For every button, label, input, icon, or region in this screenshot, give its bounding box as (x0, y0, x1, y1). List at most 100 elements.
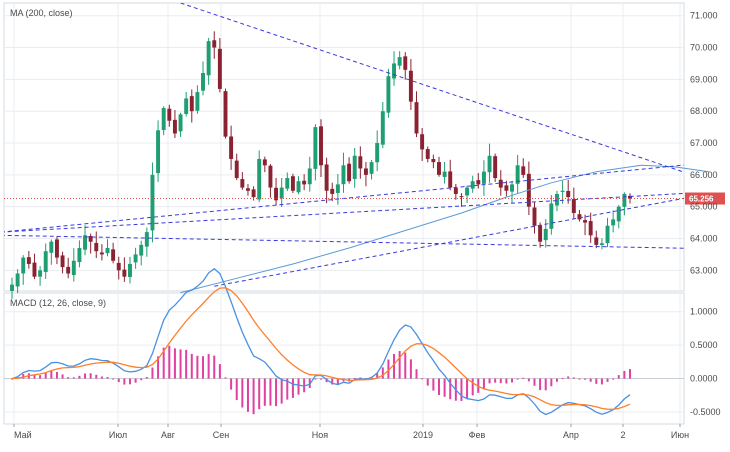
macd-histogram-bar (511, 378, 514, 383)
candle-body (38, 270, 43, 277)
candle-body (223, 91, 228, 137)
candle-body (532, 207, 537, 226)
candle-body (476, 180, 481, 185)
macd-histogram-bar (297, 378, 300, 395)
candle-body (583, 220, 588, 223)
macd-histogram-bar (499, 378, 502, 384)
macd-histogram-bar (471, 378, 474, 396)
candle-body (268, 165, 273, 188)
candle-body (498, 179, 503, 188)
candle-body (212, 40, 217, 48)
last-price-tag (685, 192, 725, 205)
candle-body (66, 266, 71, 274)
macd-histogram-bar (600, 378, 603, 385)
candle-body (521, 166, 526, 175)
candle-body (99, 252, 104, 255)
candle-body (341, 165, 346, 185)
price-axis-tick-label: 65.000 (690, 202, 718, 212)
macd-histogram-bar (95, 374, 98, 379)
macd-histogram-bar (584, 378, 587, 380)
candle-body (195, 92, 200, 111)
price-axis-tick-label: 71.000 (690, 11, 718, 21)
candle-body (352, 155, 357, 179)
macd-histogram-bar (123, 378, 126, 385)
candle-body (161, 108, 166, 131)
macd-histogram-bar (482, 378, 485, 389)
macd-histogram-bar (387, 359, 390, 379)
candle-body (26, 257, 31, 264)
macd-histogram-bar (246, 378, 249, 412)
candle-body (10, 284, 14, 291)
price-axis-tick-label: 68.000 (690, 106, 718, 116)
candle-body (319, 126, 323, 166)
macd-histogram-bar (426, 378, 429, 386)
macd-histogram-bar (460, 378, 463, 401)
macd-histogram-bar (488, 378, 491, 384)
candle-body (133, 254, 138, 263)
candle-body (15, 273, 20, 287)
macd-histogram-bar (173, 348, 176, 379)
price-pane-legend: MA (200, close) (10, 8, 73, 18)
candle-body (358, 156, 363, 169)
candle-body (217, 48, 222, 89)
macd-histogram-bar (516, 378, 519, 380)
candle-body (437, 162, 441, 175)
macd-histogram-bar (241, 378, 244, 408)
candle-body (240, 179, 245, 188)
macd-histogram-bar (505, 378, 508, 384)
candle-body (178, 114, 183, 132)
trendline (4, 192, 684, 233)
macd-histogram-bar (617, 375, 620, 379)
candle-body (116, 262, 121, 271)
macd-histogram-bar (252, 378, 255, 415)
trendline (4, 164, 684, 233)
macd-histogram-bar (533, 378, 536, 386)
candle-body (628, 195, 632, 199)
macd-signal-line (11, 287, 631, 410)
candle-body (363, 168, 368, 175)
x-axis-tick-label: Апр (563, 430, 579, 440)
x-axis-tick-label: Июн (671, 430, 689, 440)
macd-histogram-bar (314, 378, 317, 380)
candle-body (234, 160, 239, 179)
macd-histogram-bar (61, 374, 64, 379)
macd-histogram-bar (55, 371, 58, 379)
candle-body (504, 185, 509, 191)
candle-body (77, 248, 82, 263)
macd-histogram-bar (275, 378, 278, 407)
macd-histogram-bar (185, 349, 188, 379)
macd-histogram-bar (437, 378, 440, 396)
macd-histogram-bar (555, 378, 558, 382)
macd-histogram-bar (393, 353, 396, 379)
macd-histogram-bar (527, 378, 530, 382)
macd-histogram-bar (567, 376, 570, 379)
price-axis-tick-label: 69.000 (690, 74, 718, 84)
candle-body (201, 73, 205, 91)
candle-body (296, 181, 301, 193)
candle-body (425, 149, 430, 159)
candle-body (245, 188, 250, 191)
candle-body (459, 196, 464, 198)
macd-histogram-bar (578, 378, 581, 380)
candle-body (605, 225, 610, 244)
macd-histogram-bar (376, 373, 379, 379)
candle-body (622, 193, 627, 207)
macd-histogram-bar (381, 367, 384, 379)
price-axis-tick-label: 70.000 (690, 43, 718, 53)
macd-histogram-bar (11, 378, 13, 380)
macd-axis-tick-label: 1.0000 (690, 307, 718, 317)
macd-histogram-bar (39, 375, 42, 379)
candle-body (560, 190, 565, 192)
macd-histogram-bar (286, 378, 289, 400)
candle-body (279, 187, 284, 199)
macd-histogram-bar (606, 378, 609, 382)
candle-body (442, 171, 447, 177)
candle-body (71, 260, 76, 276)
macd-histogram-bar (494, 378, 497, 383)
price-axis-tick-label: 67.000 (690, 138, 718, 148)
macd-histogram-bar (353, 377, 356, 379)
candle-body (403, 56, 408, 70)
macd-histogram-bar (280, 378, 283, 404)
macd-histogram-bar (331, 378, 334, 385)
